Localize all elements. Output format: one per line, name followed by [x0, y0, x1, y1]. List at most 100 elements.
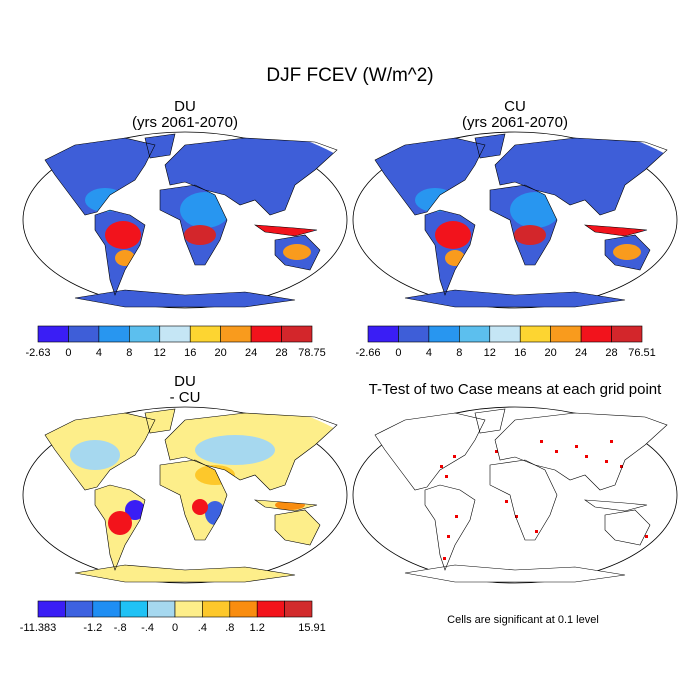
significant-cell: [455, 515, 458, 518]
colorbar-label: -11.383: [20, 622, 57, 634]
colorbar-label: 8: [456, 347, 462, 359]
coastline: [604, 509, 651, 546]
colorbar-box: [284, 600, 313, 618]
panel-subtitle: (yrs 2061-2070): [462, 114, 568, 131]
colorbar-label: 0: [172, 622, 178, 634]
coastline: [44, 137, 156, 216]
field-patch: [613, 244, 641, 260]
colorbar-label: 20: [215, 347, 227, 359]
colorbar-label: -.8: [114, 622, 127, 634]
significant-cell: [515, 515, 518, 518]
colorbar-box: [229, 600, 258, 618]
colorbar-label: -.4: [141, 622, 154, 634]
colorbar-box: [398, 325, 430, 343]
coastline: [164, 137, 338, 216]
panel-title: CU: [504, 98, 526, 115]
colorbar-label: .8: [225, 622, 234, 634]
coastline: [274, 509, 321, 546]
colorbar-label: 76.51: [628, 347, 656, 359]
colorbar-box: [65, 600, 94, 618]
coastline: [44, 412, 156, 491]
field-patch: [108, 511, 132, 535]
coastline: [94, 484, 146, 571]
panel-note: Cells are significant at 0.1 level: [447, 614, 599, 626]
coastline: [164, 412, 338, 491]
colorbar-label: 4: [426, 347, 432, 359]
field-patch: [435, 221, 471, 249]
coastline: [374, 137, 486, 216]
coastline: [474, 133, 506, 159]
significant-cell: [540, 440, 543, 443]
colorbar-box: [459, 325, 491, 343]
colorbar-label: 16: [184, 347, 196, 359]
colorbar-box: [119, 600, 148, 618]
colorbar-box: [367, 325, 399, 343]
map-panel: [352, 406, 678, 584]
colorbar-label: 12: [484, 347, 496, 359]
colorbar-label: 12: [154, 347, 166, 359]
colorbar-box: [98, 325, 130, 343]
colorbar-box: [202, 600, 231, 618]
colorbar-box: [550, 325, 582, 343]
colorbar-box: [174, 600, 203, 618]
colorbar-box: [189, 325, 221, 343]
significant-cell: [445, 475, 448, 478]
coastline: [253, 224, 318, 237]
colorbar-box: [256, 600, 285, 618]
coastline: [74, 564, 296, 583]
significant-cell: [440, 465, 443, 468]
significant-cell: [620, 465, 623, 468]
coastline: [489, 459, 558, 541]
coastline: [583, 499, 648, 512]
colorbar-box: [129, 325, 161, 343]
map-panel: [22, 131, 348, 309]
colorbar-label: 24: [575, 347, 587, 359]
colorbar-label: 28: [605, 347, 617, 359]
coastline: [474, 408, 506, 434]
coastline: [404, 289, 626, 308]
coastline: [144, 408, 176, 434]
colorbar-label: 28: [275, 347, 287, 359]
field-patch: [180, 192, 230, 228]
colorbar-label: 16: [514, 347, 526, 359]
coastline: [374, 412, 486, 491]
colorbar-label: 15.91: [298, 622, 326, 634]
coastline: [424, 209, 476, 296]
significant-cell: [555, 450, 558, 453]
panel-subtitle: - CU: [170, 389, 201, 406]
coastline: [159, 184, 228, 266]
significant-cell: [575, 445, 578, 448]
map-panel: [352, 131, 678, 309]
significant-cell: [447, 535, 450, 538]
colorbar-box: [147, 600, 176, 618]
significant-cell: [443, 557, 446, 560]
significant-cell: [535, 530, 538, 533]
colorbar-label: 0: [65, 347, 71, 359]
coastline: [489, 184, 558, 266]
coastline: [404, 564, 626, 583]
significant-cell: [495, 450, 498, 453]
colorbar-label: 78.75: [298, 347, 326, 359]
colorbar-box: [281, 325, 313, 343]
field-patch: [510, 192, 560, 228]
colorbar-label: -1.2: [83, 622, 102, 634]
panel-title: T-Test of two Case means at each grid po…: [369, 381, 662, 398]
colorbar-box: [580, 325, 612, 343]
field-patch: [125, 500, 145, 520]
coastline: [144, 133, 176, 159]
field-patch: [514, 225, 546, 245]
colorbar-box: [428, 325, 460, 343]
coastline: [583, 224, 648, 237]
field-patch: [192, 499, 208, 515]
colorbar-box: [37, 600, 66, 618]
colorbar-box: [37, 325, 69, 343]
significant-cell: [645, 535, 648, 538]
colorbar-box: [611, 325, 643, 343]
colorbar-box: [519, 325, 551, 343]
figure-title: DJF FCEV (W/m^2): [266, 65, 433, 86]
colorbar-label: 8: [126, 347, 132, 359]
colorbar-label: -2.63: [25, 347, 50, 359]
colorbar-label: 4: [96, 347, 102, 359]
significant-cell: [505, 500, 508, 503]
